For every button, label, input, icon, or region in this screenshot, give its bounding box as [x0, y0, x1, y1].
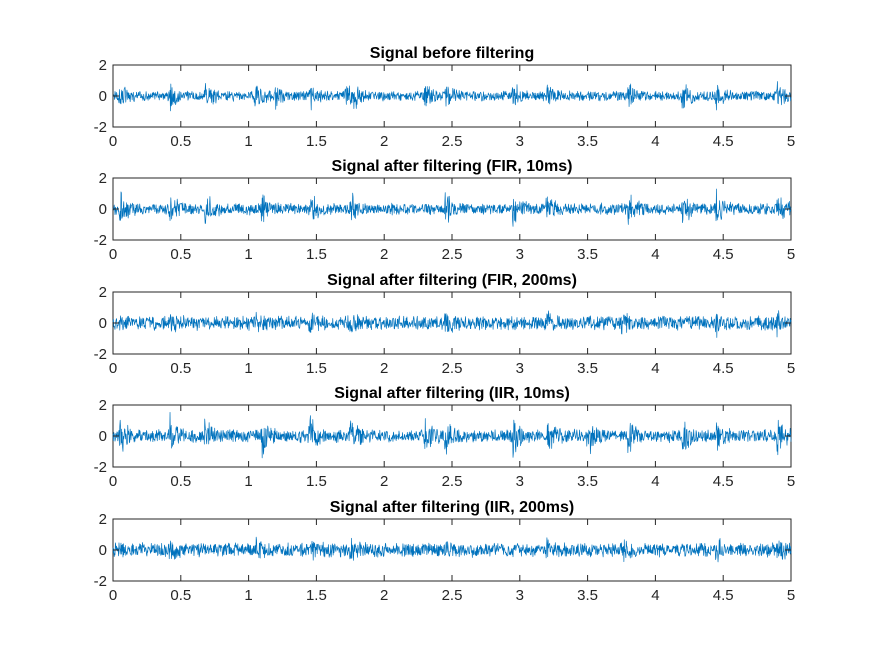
subplot-2: Signal after filtering (FIR, 10ms) 0 0.5 1 1…: [94, 158, 796, 263]
subplot-title: Signal after filtering (IIR, 10ms): [334, 385, 570, 402]
x-tick-label: 0.5: [170, 587, 191, 604]
x-tick-label: 4.5: [713, 360, 734, 377]
x-tick-label: 4.5: [713, 473, 734, 490]
x-tick-label: 5: [787, 133, 795, 150]
x-tick-label: 0: [109, 133, 117, 150]
x-tick-label: 3: [516, 246, 524, 263]
subplot-4: Signal after filtering (IIR, 10ms) 0 0.5 1 1…: [94, 385, 796, 490]
y-tick-label: 2: [99, 511, 107, 528]
subplot-title: Signal after filtering (FIR, 200ms): [327, 272, 577, 289]
x-tick-label: 3.5: [577, 133, 598, 150]
x-tick-label: 0.5: [170, 473, 191, 490]
y-tick-label: -2: [94, 459, 107, 476]
x-tick-label: 0: [109, 360, 117, 377]
x-tick-label: 4.5: [713, 133, 734, 150]
y-tick-label: 0: [99, 201, 107, 218]
x-tick-label: 2.5: [442, 246, 463, 263]
y-tick-label: -2: [94, 573, 107, 590]
y-tick-label: -2: [94, 346, 107, 363]
x-tick-label: 3.5: [577, 246, 598, 263]
x-tick-label: 4: [651, 360, 659, 377]
subplot-title: Signal after filtering (FIR, 10ms): [332, 158, 573, 175]
signal-trace: [112, 536, 792, 563]
x-tick-label: 1.5: [306, 473, 327, 490]
x-tick-label: 1: [244, 133, 252, 150]
x-tick-label: 2.5: [442, 587, 463, 604]
x-tick-label: 2: [380, 133, 388, 150]
y-tick-label: -2: [94, 119, 107, 136]
x-tick-label: 1: [244, 246, 252, 263]
x-tick-label: 2.5: [442, 473, 463, 490]
x-tick-label: 0.5: [170, 246, 191, 263]
x-tick-label: 1: [244, 587, 252, 604]
y-tick-label: 2: [99, 284, 107, 301]
subplot-title: Signal before filtering: [370, 45, 534, 62]
y-tick-label: 2: [99, 57, 107, 74]
y-tick-label: 0: [99, 542, 107, 559]
x-tick-label: 3.5: [577, 473, 598, 490]
signal-trace: [112, 81, 792, 112]
x-tick-label: 5: [787, 360, 795, 377]
x-tick-label: 3: [516, 360, 524, 377]
x-tick-label: 2: [380, 246, 388, 263]
signal-trace: [112, 188, 792, 227]
y-tick-label: -2: [94, 232, 107, 249]
signal-trace: [112, 412, 792, 459]
x-tick-label: 1: [244, 360, 252, 377]
x-tick-label: 3.5: [577, 360, 598, 377]
subplot-5: Signal after filtering (IIR, 200ms) 0 0.5 1…: [94, 499, 796, 604]
y-tick-label: 2: [99, 170, 107, 187]
x-tick-label: 4: [651, 473, 659, 490]
y-tick-label: 0: [99, 88, 107, 105]
x-tick-label: 5: [787, 246, 795, 263]
x-tick-label: 2: [380, 587, 388, 604]
x-tick-label: 3.5: [577, 587, 598, 604]
x-tick-label: 1.5: [306, 246, 327, 263]
x-tick-label: 4.5: [713, 587, 734, 604]
x-tick-label: 0: [109, 246, 117, 263]
x-tick-label: 1: [244, 473, 252, 490]
x-tick-label: 5: [787, 473, 795, 490]
x-tick-label: 4.5: [713, 246, 734, 263]
x-tick-label: 0: [109, 587, 117, 604]
x-tick-label: 4: [651, 246, 659, 263]
subplot-1: Signal before filtering 0 0.5 1 1.5 2 2.5 3 3.5 4…: [94, 45, 796, 150]
y-tick-label: 0: [99, 428, 107, 445]
x-tick-label: 2.5: [442, 133, 463, 150]
x-tick-label: 5: [787, 587, 795, 604]
y-tick-label: 2: [99, 397, 107, 414]
x-tick-label: 2: [380, 473, 388, 490]
x-tick-label: 2.5: [442, 360, 463, 377]
x-tick-label: 1.5: [306, 360, 327, 377]
x-tick-label: 3: [516, 133, 524, 150]
x-tick-label: 3: [516, 587, 524, 604]
x-tick-label: 4: [651, 587, 659, 604]
x-tick-label: 1.5: [306, 587, 327, 604]
x-tick-label: 0.5: [170, 133, 191, 150]
x-tick-label: 4: [651, 133, 659, 150]
subplot-title: Signal after filtering (IIR, 200ms): [330, 499, 575, 516]
signal-trace: [112, 310, 792, 338]
x-tick-label: 1.5: [306, 133, 327, 150]
x-tick-label: 0.5: [170, 360, 191, 377]
y-tick-label: 0: [99, 315, 107, 332]
x-tick-label: 2: [380, 360, 388, 377]
x-tick-label: 0: [109, 473, 117, 490]
subplot-3: Signal after filtering (FIR, 200ms) 0 0.5 1…: [94, 272, 796, 377]
x-tick-label: 3: [516, 473, 524, 490]
